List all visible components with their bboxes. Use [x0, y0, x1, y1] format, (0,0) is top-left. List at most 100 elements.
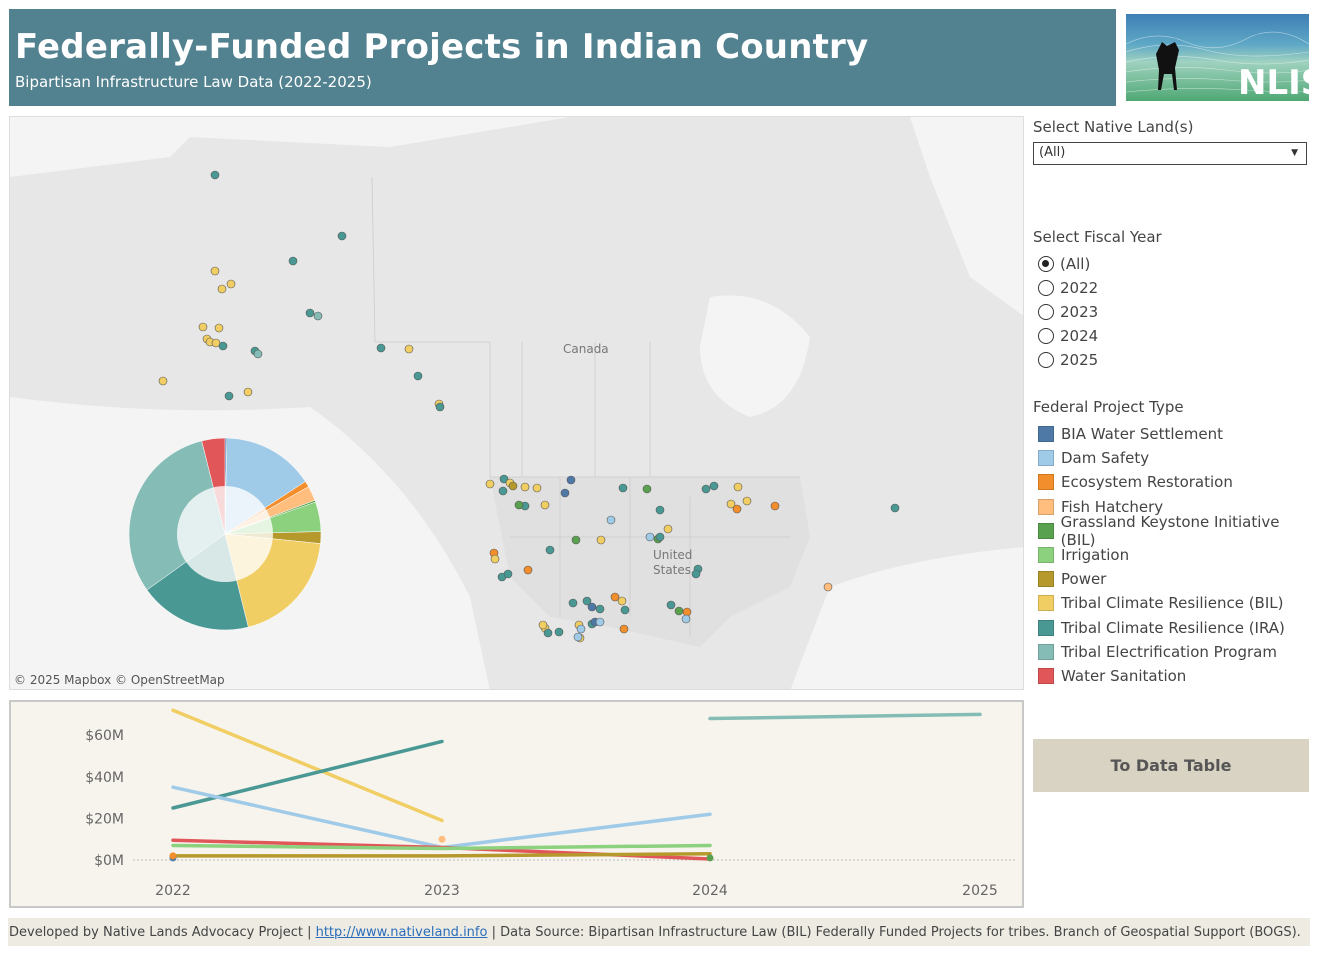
funding-line-chart[interactable]: $0M $20M $40M $60M 2022 2023 2024 2025: [9, 700, 1024, 908]
fiscal-year-option[interactable]: 2022: [1033, 276, 1313, 300]
series-line[interactable]: [171, 852, 712, 858]
project-location-dot[interactable]: [545, 545, 555, 555]
project-location-dot[interactable]: [520, 482, 530, 492]
series-line[interactable]: [171, 843, 712, 851]
project-location-dot[interactable]: [158, 376, 168, 386]
project-location-dot[interactable]: [890, 503, 900, 513]
legend-item[interactable]: Ecosystem Restoration: [1033, 470, 1313, 494]
project-location-dot[interactable]: [508, 481, 518, 491]
project-location-dot[interactable]: [571, 535, 581, 545]
project-location-dot[interactable]: [770, 501, 780, 511]
project-location-dot[interactable]: [540, 500, 550, 510]
legend-item[interactable]: Irrigation: [1033, 543, 1313, 567]
project-location-dot[interactable]: [538, 620, 548, 630]
project-location-dot[interactable]: [218, 341, 228, 351]
to-data-table-button[interactable]: To Data Table: [1033, 739, 1309, 792]
legend-item[interactable]: Tribal Climate Resilience (BIL): [1033, 591, 1313, 615]
legend-item[interactable]: Tribal Electrification Program: [1033, 640, 1313, 664]
fiscal-year-option[interactable]: 2025: [1033, 348, 1313, 372]
project-location-dot[interactable]: [709, 481, 719, 491]
project-map[interactable]: Canada United States © 2025 Mapbox © Ope…: [9, 116, 1024, 690]
project-location-dot[interactable]: [576, 624, 586, 634]
project-location-dot[interactable]: [503, 569, 513, 579]
project-location-dot[interactable]: [606, 515, 616, 525]
project-location-dot[interactable]: [337, 231, 347, 241]
project-location-dot[interactable]: [217, 284, 227, 294]
project-location-dot[interactable]: [253, 349, 263, 359]
project-location-dot[interactable]: [413, 371, 423, 381]
project-location-dot[interactable]: [435, 402, 445, 412]
project-location-dot[interactable]: [490, 554, 500, 564]
project-location-dot[interactable]: [655, 505, 665, 515]
project-location-dot[interactable]: [404, 344, 414, 354]
project-location-dot[interactable]: [573, 632, 583, 642]
native-land-dropdown[interactable]: (All) ▼: [1033, 142, 1307, 165]
project-type-pie-chart[interactable]: [10, 117, 1024, 690]
project-location-dot[interactable]: [620, 605, 630, 615]
project-location-dot[interactable]: [582, 596, 592, 606]
series-line[interactable]: [171, 708, 444, 823]
legend-item[interactable]: Grassland Keystone Initiative (BIL): [1033, 513, 1313, 549]
project-location-dot[interactable]: [499, 474, 509, 484]
project-location-dot[interactable]: [619, 624, 629, 634]
project-location-dot[interactable]: [313, 311, 323, 321]
project-location-dot[interactable]: [596, 535, 606, 545]
project-location-dot[interactable]: [742, 496, 752, 506]
project-location-dot[interactable]: [655, 532, 665, 542]
fiscal-year-option[interactable]: 2024: [1033, 324, 1313, 348]
project-location-dot[interactable]: [514, 500, 524, 510]
legend-item[interactable]: Water Sanitation: [1033, 664, 1313, 688]
legend-item[interactable]: Dam Safety: [1033, 446, 1313, 470]
series-line[interactable]: [708, 712, 982, 721]
project-location-dot[interactable]: [532, 483, 542, 493]
project-location-dot[interactable]: [214, 323, 224, 333]
map-credits[interactable]: © 2025 Mapbox © OpenStreetMap: [14, 673, 225, 687]
legend-item[interactable]: Tribal Climate Resilience (IRA): [1033, 616, 1313, 640]
project-location-dot[interactable]: [485, 479, 495, 489]
radio-icon[interactable]: [1038, 352, 1054, 368]
project-location-dot[interactable]: [198, 322, 208, 332]
project-location-dot[interactable]: [618, 483, 628, 493]
project-location-dot[interactable]: [568, 598, 578, 608]
project-location-dot[interactable]: [663, 524, 673, 534]
project-location-dot[interactable]: [610, 592, 620, 602]
project-location-dot[interactable]: [595, 604, 605, 614]
project-location-dot[interactable]: [243, 387, 253, 397]
legend-item[interactable]: Fish Hatchery: [1033, 495, 1313, 519]
project-location-dot[interactable]: [587, 602, 597, 612]
legend-item[interactable]: BIA Water Settlement: [1033, 422, 1313, 446]
project-location-dot[interactable]: [823, 582, 833, 592]
project-location-dot[interactable]: [733, 482, 743, 492]
project-location-dot[interactable]: [701, 484, 711, 494]
radio-icon[interactable]: [1038, 280, 1054, 296]
project-location-dot[interactable]: [681, 614, 691, 624]
project-location-dot[interactable]: [305, 308, 315, 318]
project-location-dot[interactable]: [560, 488, 570, 498]
series-point[interactable]: [169, 852, 177, 860]
radio-icon[interactable]: [1038, 328, 1054, 344]
project-location-dot[interactable]: [566, 475, 576, 485]
project-location-dot[interactable]: [554, 627, 564, 637]
project-location-dot[interactable]: [726, 499, 736, 509]
project-location-dot[interactable]: [226, 279, 236, 289]
project-location-dot[interactable]: [617, 596, 627, 606]
radio-icon[interactable]: [1038, 304, 1054, 320]
project-location-dot[interactable]: [543, 628, 553, 638]
series-point[interactable]: [438, 835, 446, 843]
project-location-dot[interactable]: [645, 532, 655, 542]
project-location-dot[interactable]: [666, 600, 676, 610]
project-locations[interactable]: [10, 117, 1024, 690]
series-point[interactable]: [706, 854, 714, 862]
project-location-dot[interactable]: [210, 170, 220, 180]
project-location-dot[interactable]: [691, 569, 701, 579]
fiscal-year-option[interactable]: (All): [1033, 252, 1313, 276]
legend-item[interactable]: Power: [1033, 567, 1313, 591]
project-location-dot[interactable]: [224, 391, 234, 401]
nativeland-link[interactable]: http://www.nativeland.info: [315, 925, 488, 940]
pie-slice[interactable]: [128, 440, 226, 591]
radio-icon[interactable]: [1038, 256, 1054, 272]
project-location-dot[interactable]: [376, 343, 386, 353]
fiscal-year-option[interactable]: 2023: [1033, 300, 1313, 324]
project-location-dot[interactable]: [732, 504, 742, 514]
project-location-dot[interactable]: [288, 256, 298, 266]
